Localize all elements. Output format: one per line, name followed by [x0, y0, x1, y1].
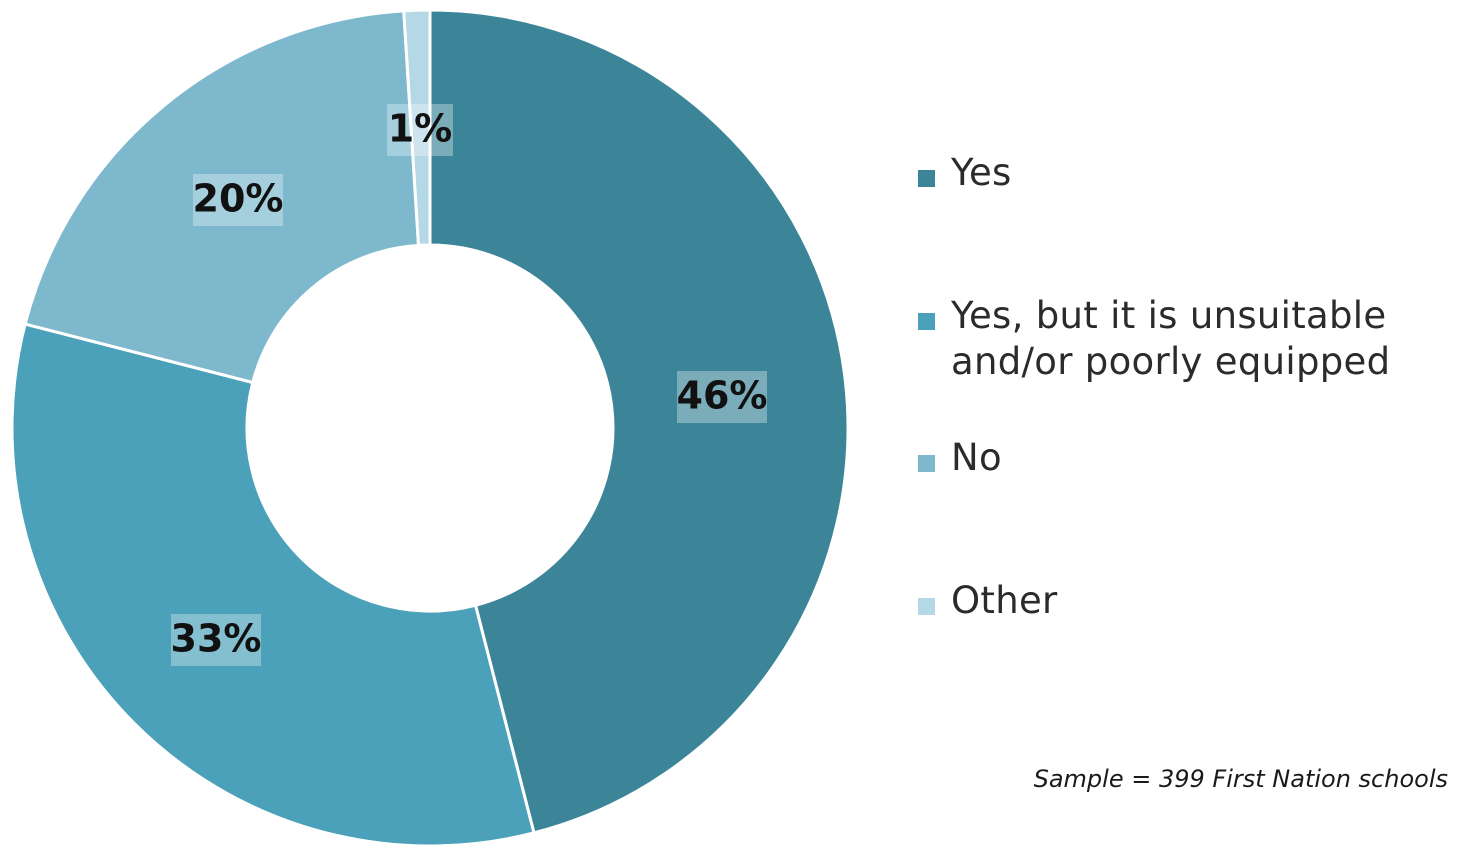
legend-item-yes: Yes [918, 150, 1012, 196]
donut-slice-yes-unsuitable [10, 322, 536, 848]
legend-item-other: Other [918, 578, 1058, 624]
donut-slice-no [23, 9, 421, 385]
data-label-text-no: 20% [193, 177, 284, 221]
donut-slice-other [402, 8, 432, 247]
data-label-yes-unsuitable: 33% [171, 614, 262, 666]
donut-slice-yes [428, 8, 850, 835]
legend-label-no: No [951, 436, 1002, 479]
legend-label-yes-unsuitable: Yes, but it is unsuitable and/or poorly … [951, 294, 1391, 383]
legend-swatch-other [918, 598, 935, 615]
data-label-box-yes-unsuitable [171, 614, 261, 666]
legend-swatch-no [918, 455, 935, 472]
legend-label-yes: Yes [951, 151, 1012, 194]
data-label-box-yes [677, 371, 767, 423]
legend-item-yes-unsuitable: Yes, but it is unsuitable and/or poorly … [918, 293, 1390, 385]
data-label-text-other: 1% [388, 107, 453, 151]
data-label-box-no [193, 174, 283, 226]
data-label-no: 20% [193, 174, 284, 226]
data-label-text-yes-unsuitable: 33% [171, 617, 262, 661]
legend-label-other: Other [951, 579, 1058, 622]
donut-chart-svg: 46% 33% 20% 1% [10, 8, 850, 848]
data-label-yes: 46% [677, 371, 768, 423]
data-label-box-other [387, 104, 453, 156]
legend-item-no: No [918, 435, 1002, 481]
data-label-text-yes: 46% [677, 374, 768, 418]
legend-swatch-yes [918, 170, 935, 187]
sample-footnote: Sample = 399 First Nation schools [1033, 765, 1448, 793]
data-label-other: 1% [387, 104, 453, 156]
legend-swatch-yes-unsuitable [918, 313, 935, 330]
